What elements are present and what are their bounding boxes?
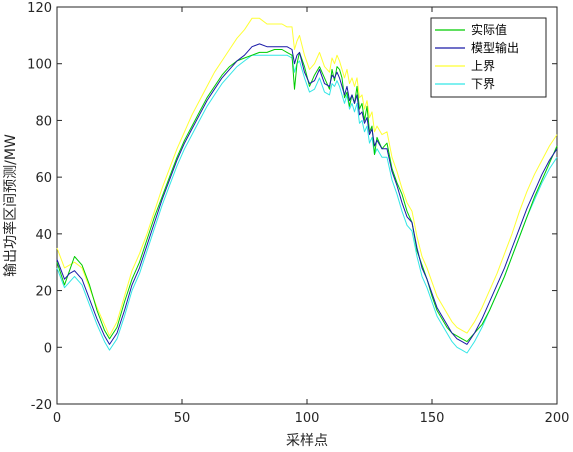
y-axis-label: 输出功率区间预测/MW: [2, 134, 19, 277]
y-tick-label: 60: [35, 171, 52, 186]
y-tick-label: 100: [27, 58, 52, 73]
series-layer: [56, 17, 558, 354]
y-tick-label: -20: [31, 398, 52, 413]
legend-label-0: 实际值: [471, 22, 507, 37]
x-tick-label: 50: [174, 411, 191, 426]
legend-label-2: 上界: [471, 59, 495, 73]
series-line-3: [56, 54, 558, 354]
x-tick-label: 0: [53, 411, 61, 426]
legend-label-1: 模型输出: [471, 40, 519, 55]
y-tick-label: 0: [44, 341, 52, 356]
legend-label-3: 下界: [471, 77, 495, 91]
y-tick-label: 120: [27, 1, 52, 16]
x-tick-label: 200: [545, 411, 570, 426]
series-line-2: [56, 17, 558, 337]
x-tick-label: 100: [295, 411, 320, 426]
series-line-1: [56, 43, 558, 345]
y-tick-label: 80: [35, 114, 52, 129]
x-tick-label: 150: [420, 411, 445, 426]
x-axis-label: 采样点: [286, 433, 328, 449]
y-tick-label: 20: [35, 285, 52, 300]
y-tick-label: 40: [35, 228, 52, 243]
